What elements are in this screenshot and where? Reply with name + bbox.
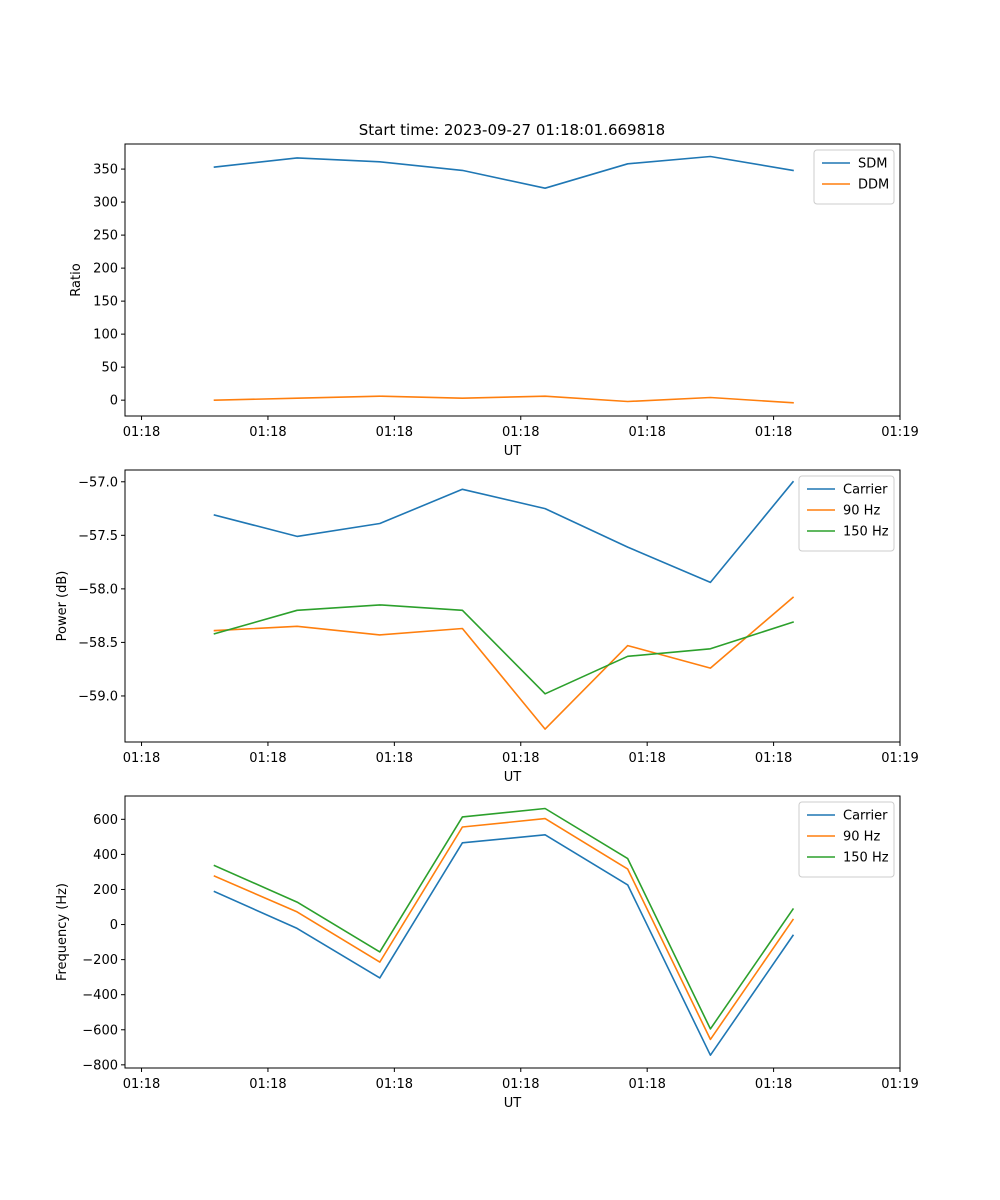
y-tick-label: 200 xyxy=(93,262,118,277)
series-line-carrier xyxy=(213,480,795,584)
x-tick-label: 01:18 xyxy=(376,425,413,440)
x-tick-label: 01:18 xyxy=(376,751,413,766)
x-tick-label: 01:19 xyxy=(881,1077,918,1092)
x-tick-label: 01:18 xyxy=(249,425,286,440)
y-axis-label: Ratio xyxy=(69,263,84,296)
legend-label: DDM xyxy=(858,178,889,193)
x-tick-label: 01:18 xyxy=(123,751,160,766)
legend-label: Carrier xyxy=(843,809,888,824)
y-tick-label: 600 xyxy=(93,813,118,828)
series-line-150-hz xyxy=(213,604,795,695)
legend-box xyxy=(798,801,895,878)
x-tick-label: 01:18 xyxy=(502,425,539,440)
series-line-90-hz xyxy=(213,817,795,1041)
series-line-90-hz xyxy=(213,596,795,730)
axes-frame xyxy=(124,469,901,743)
y-tick-label: 250 xyxy=(93,229,118,244)
y-tick-label: 350 xyxy=(93,163,118,178)
panel-1: 0 50 100 150 200 250 300 350 01:18 01:18 01:18 01:1… xyxy=(69,143,919,459)
axes-frame xyxy=(124,143,901,417)
series-line-carrier xyxy=(213,833,795,1056)
y-tick-label: −57.0 xyxy=(78,475,118,490)
y-axis-label: Frequency (Hz) xyxy=(55,883,70,981)
y-tick-label: −58.5 xyxy=(78,636,118,651)
y-tick-label: 300 xyxy=(93,196,118,211)
x-axis-label: UT xyxy=(504,770,522,785)
x-axis-label: UT xyxy=(504,1096,522,1111)
y-tick-label: −400 xyxy=(82,988,118,1003)
x-tick-label: 01:18 xyxy=(755,1077,792,1092)
x-tick-label: 01:18 xyxy=(123,425,160,440)
x-tick-label: 01:18 xyxy=(123,1077,160,1092)
y-tick-label: −58.0 xyxy=(78,582,118,597)
legend-label: 90 Hz xyxy=(843,830,880,845)
y-tick-label: 0 xyxy=(110,394,118,409)
x-tick-label: 01:18 xyxy=(628,751,665,766)
y-axis-label: Power (dB) xyxy=(55,571,70,642)
legend-label: 150 Hz xyxy=(843,851,889,866)
x-tick-label: 01:18 xyxy=(502,751,539,766)
x-tick-label: 01:18 xyxy=(249,1077,286,1092)
axes-frame xyxy=(124,795,901,1069)
x-axis-label: UT xyxy=(504,444,522,459)
legend: SDM DDM xyxy=(813,149,895,205)
y-tick-label: 50 xyxy=(101,361,118,376)
legend-box xyxy=(798,475,895,552)
legend: Carrier 90 Hz 150 Hz xyxy=(798,801,895,878)
y-tick-label: −800 xyxy=(82,1058,118,1073)
x-tick-label: 01:19 xyxy=(881,425,918,440)
series-line-150-hz xyxy=(213,807,795,1030)
x-tick-label: 01:18 xyxy=(755,425,792,440)
panel-2: −59.0 −58.5 −58.0 −57.5 −57.0 01:18 01:18 01:18… xyxy=(55,469,919,785)
panels: 0 50 100 150 200 250 300 350 01:18 01:18 01:18 01:1… xyxy=(55,143,919,1111)
x-tick-label: 01:18 xyxy=(628,1077,665,1092)
legend-label: SDM xyxy=(858,157,887,172)
legend-label: Carrier xyxy=(843,483,888,498)
x-tick-label: 01:19 xyxy=(881,751,918,766)
y-tick-label: −57.5 xyxy=(78,529,118,544)
y-tick-label: 150 xyxy=(93,295,118,310)
series-line-sdm xyxy=(213,155,794,189)
y-tick-label: 400 xyxy=(93,848,118,863)
x-tick-label: 01:18 xyxy=(249,751,286,766)
legend: Carrier 90 Hz 150 Hz xyxy=(798,475,895,552)
y-tick-label: −200 xyxy=(82,953,118,968)
y-tick-label: −600 xyxy=(82,1023,118,1038)
y-tick-label: 200 xyxy=(93,883,118,898)
y-tick-label: 0 xyxy=(110,918,118,933)
y-tick-label: −59.0 xyxy=(78,689,118,704)
panel-3: −800 −600 −400 −200 0 200 400 600 01:18 01:18 01:1… xyxy=(55,795,919,1111)
x-tick-label: 01:18 xyxy=(376,1077,413,1092)
legend-label: 150 Hz xyxy=(843,525,889,540)
figure-title: Start time: 2023-09-27 01:18:01.669818 xyxy=(359,121,665,139)
x-tick-label: 01:18 xyxy=(755,751,792,766)
x-tick-label: 01:18 xyxy=(502,1077,539,1092)
series-line-ddm xyxy=(213,395,794,404)
y-tick-label: 100 xyxy=(93,328,118,343)
legend-label: 90 Hz xyxy=(843,504,880,519)
x-tick-label: 01:18 xyxy=(628,425,665,440)
